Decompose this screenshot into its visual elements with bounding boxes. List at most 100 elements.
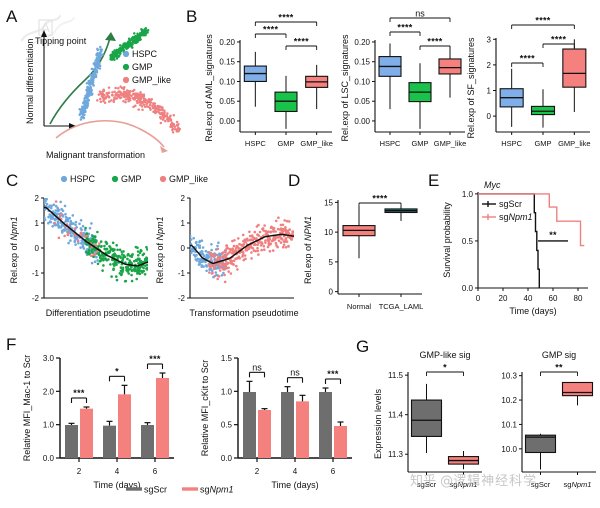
- significance-label: *: [443, 363, 447, 373]
- panel-a-legend: HSPC GMP GMP_like: [122, 49, 171, 85]
- y-tick-label: 1.0: [43, 421, 55, 430]
- bar-sgnpm1: [334, 426, 347, 458]
- panel-a-scatter: [78, 27, 182, 134]
- x-tick-label: GMP_like: [558, 139, 591, 148]
- bar-sgscr: [243, 392, 256, 458]
- panel-e-legend: sgScr sgNpm1: [482, 199, 533, 222]
- y-axis-label: Rel.exp of Npm1: [9, 216, 19, 283]
- y-tick-label: 0.05: [354, 97, 370, 106]
- significance-bracket: ns: [286, 368, 304, 383]
- significance-label: ns: [252, 362, 262, 372]
- panel-b-chart-sf: 0 1 2 3 Rel.exp of SF_signatures HSPC GMP GMP_l…: [462, 10, 597, 162]
- legend-label-hspc: HSPC: [132, 49, 158, 59]
- significance-label: ****: [520, 54, 535, 64]
- y-tick-label: 2: [487, 61, 492, 70]
- bar-sgscr: [103, 425, 116, 458]
- significance-label: **: [555, 363, 563, 373]
- x-axis-label: Time (days): [271, 480, 318, 490]
- scatter-points: [190, 216, 294, 284]
- y-tick-label: 11.3: [388, 450, 404, 459]
- y-tick-label: 0: [329, 288, 334, 297]
- significance-label: ****: [372, 194, 387, 204]
- y-tick-label: 10.2: [501, 396, 517, 405]
- y-tick-label: 10: [324, 228, 333, 237]
- boxplot-box: [378, 43, 402, 110]
- chart-title: GMP sig: [542, 350, 576, 360]
- panel-letter-c: C: [6, 171, 19, 190]
- y-tick-label: 1: [35, 219, 40, 228]
- panel-f-chart-ckit: 0.0 0.5 1.0 1.5 Relative MFI_cKit to Scr Time…: [192, 340, 357, 505]
- panel-f-legend: sgScr sgNpm1: [124, 480, 314, 498]
- y-tick-label: 11.5: [388, 371, 404, 380]
- legend-dot-hspc: [60, 175, 68, 183]
- panel-a-x-arrowhead: [69, 123, 76, 129]
- panel-b-chart-aml: 0.00 0.05 0.10 0.15 0.20 Rel.exp of AML_signa…: [196, 10, 336, 162]
- y-tick-label: 0.00: [219, 117, 235, 126]
- bar-sgnpm1: [156, 378, 169, 458]
- y-tick-label: 3.0: [43, 354, 55, 363]
- significance-label: ***: [327, 369, 339, 379]
- chart-title: GMP-like sig: [419, 350, 470, 360]
- panel-a-svg: Tipping point Normal differentiation Mal…: [20, 14, 182, 160]
- box-rect: [524, 434, 557, 454]
- y-axis-label: Rel.exp of AML_signatures: [204, 34, 214, 142]
- significance-bracket: ****: [511, 16, 575, 29]
- fit-curve: [190, 233, 295, 265]
- x-axis-label: Time (days): [93, 480, 140, 490]
- bar-sgscr: [65, 425, 78, 458]
- fit-curve: [44, 206, 149, 267]
- boxplot-box: [305, 64, 329, 110]
- y-tick-label: 0.5: [462, 237, 474, 246]
- significance-bracket: ****: [542, 35, 575, 48]
- y-tick-label: 0.20: [219, 38, 235, 47]
- bar-sgnpm1: [118, 394, 131, 458]
- panel-g-chart-gmp: 10.0 10.1 10.2 10.3 sgScr sgNpm1 ** GMP sig: [482, 336, 600, 504]
- y-tick-label: 0.10: [219, 77, 235, 86]
- legend-label-gmp-like: GMP_like: [169, 174, 208, 184]
- legend-label-hspc: HSPC: [70, 174, 96, 184]
- significance-bracket: ****: [419, 37, 451, 50]
- legend-label-gmp: GMP: [121, 174, 142, 184]
- points-gmp_like: [207, 216, 294, 284]
- bar-sgnpm1: [258, 410, 271, 458]
- y-tick-label: 0.00: [354, 117, 370, 126]
- significance-label: ****: [535, 16, 550, 26]
- y-tick-label: 2.0: [43, 387, 55, 396]
- x-tick-label: 6: [331, 467, 336, 476]
- legend-label-sgscr: sgScr: [144, 485, 167, 495]
- significance-bracket: ****: [254, 13, 318, 26]
- y-tick-label: 0.0: [462, 284, 474, 293]
- box-rect: [561, 381, 594, 397]
- y-tick-label: -1: [32, 269, 40, 278]
- legend-dot-gmp: [122, 63, 130, 71]
- significance-bracket: ****: [285, 37, 318, 50]
- significance-label: ****: [278, 13, 293, 23]
- panel-c-chart-differentiation: 2 1 0 -1 -2 Rel.exp of Npm1 Differentiation ps…: [4, 186, 152, 322]
- y-tick-label: 0: [181, 244, 186, 253]
- x-tick-label: 20: [499, 294, 508, 303]
- boxplot-box: [447, 451, 480, 470]
- x-tick-label: GMP: [411, 139, 428, 148]
- panel-letter-e: E: [428, 171, 440, 190]
- x-tick-label: GMP_like: [434, 139, 467, 148]
- watermark-prefix: 知乎 @: [410, 474, 454, 489]
- malignant-transformation-arrowhead: [160, 146, 168, 153]
- scatter-points: [44, 198, 148, 283]
- x-tick-label: 60: [549, 294, 558, 303]
- boxplot-box: [562, 39, 587, 113]
- legend-label-sgnpm1: sgNpm1: [200, 485, 234, 495]
- box-rect: [410, 399, 443, 437]
- y-tick-label: 10.0: [501, 445, 517, 454]
- x-tick-label: 0: [476, 294, 481, 303]
- normal-differentiation-arrow: [49, 37, 111, 125]
- y-axis-label: Survival probability: [442, 202, 452, 278]
- legend-label-gmp: GMP: [132, 62, 153, 72]
- y-tick-label: 0.10: [354, 77, 370, 86]
- bar-sgnpm1: [296, 401, 309, 458]
- watermark: 知乎 @逻辑神经科学: [410, 470, 537, 489]
- significance-label: ***: [73, 388, 85, 398]
- survival-curve-sgscr: [478, 193, 540, 288]
- legend-label-sgscr: sgScr: [499, 199, 522, 209]
- significance-label: ****: [397, 23, 412, 33]
- box-rect: [438, 58, 462, 75]
